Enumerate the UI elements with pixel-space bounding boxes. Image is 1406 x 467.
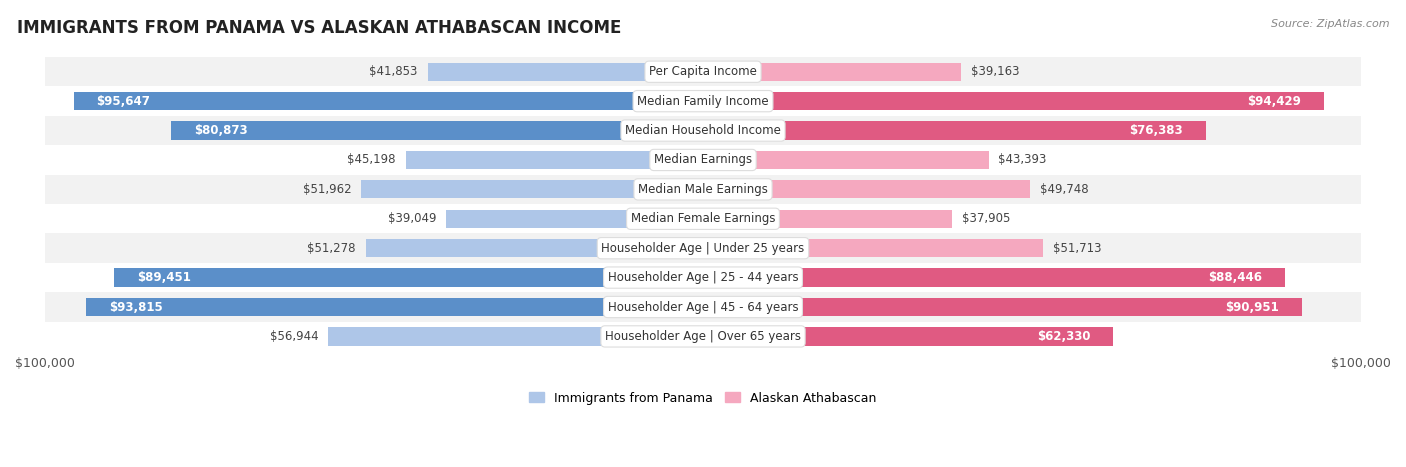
Text: Median Earnings: Median Earnings <box>654 154 752 166</box>
Text: $39,049: $39,049 <box>388 212 436 225</box>
Text: $51,962: $51,962 <box>302 183 352 196</box>
Bar <box>45 292 1361 322</box>
Text: Per Capita Income: Per Capita Income <box>650 65 756 78</box>
Text: Householder Age | Under 25 years: Householder Age | Under 25 years <box>602 242 804 255</box>
Bar <box>45 234 1361 263</box>
Text: $51,713: $51,713 <box>1053 242 1102 255</box>
Bar <box>45 204 1361 234</box>
Text: $49,748: $49,748 <box>1040 183 1088 196</box>
Bar <box>45 57 1361 86</box>
Bar <box>703 151 988 169</box>
Bar <box>361 180 703 198</box>
Text: $94,429: $94,429 <box>1247 95 1302 108</box>
Text: $56,944: $56,944 <box>270 330 318 343</box>
Bar <box>328 327 703 346</box>
Text: Median Male Earnings: Median Male Earnings <box>638 183 768 196</box>
Text: $89,451: $89,451 <box>138 271 191 284</box>
Bar <box>703 269 1285 287</box>
Text: $37,905: $37,905 <box>962 212 1011 225</box>
Bar <box>45 86 1361 116</box>
Bar <box>446 210 703 228</box>
Text: $62,330: $62,330 <box>1036 330 1090 343</box>
Text: Householder Age | 25 - 44 years: Householder Age | 25 - 44 years <box>607 271 799 284</box>
Bar <box>45 145 1361 175</box>
Bar <box>405 151 703 169</box>
Text: $51,278: $51,278 <box>307 242 356 255</box>
Text: Householder Age | 45 - 64 years: Householder Age | 45 - 64 years <box>607 300 799 313</box>
Text: Median Female Earnings: Median Female Earnings <box>631 212 775 225</box>
Bar <box>73 92 703 110</box>
Text: $95,647: $95,647 <box>97 95 150 108</box>
Legend: Immigrants from Panama, Alaskan Athabascan: Immigrants from Panama, Alaskan Athabasc… <box>524 387 882 410</box>
Bar <box>366 239 703 257</box>
Text: $43,393: $43,393 <box>998 154 1047 166</box>
Text: Median Household Income: Median Household Income <box>626 124 780 137</box>
Bar <box>703 180 1031 198</box>
Bar <box>703 239 1043 257</box>
Bar <box>703 327 1114 346</box>
Bar <box>703 121 1206 140</box>
Text: $45,198: $45,198 <box>347 154 395 166</box>
Text: $39,163: $39,163 <box>970 65 1019 78</box>
Bar <box>170 121 703 140</box>
Text: $90,951: $90,951 <box>1225 300 1278 313</box>
Bar <box>703 210 952 228</box>
Text: $76,383: $76,383 <box>1129 124 1182 137</box>
Text: Householder Age | Over 65 years: Householder Age | Over 65 years <box>605 330 801 343</box>
Bar <box>45 263 1361 292</box>
Bar <box>114 269 703 287</box>
Text: $41,853: $41,853 <box>370 65 418 78</box>
Bar <box>86 298 703 316</box>
Text: $80,873: $80,873 <box>194 124 247 137</box>
Bar <box>427 63 703 81</box>
Text: Source: ZipAtlas.com: Source: ZipAtlas.com <box>1271 19 1389 28</box>
Text: $88,446: $88,446 <box>1208 271 1263 284</box>
Text: $93,815: $93,815 <box>108 300 163 313</box>
Bar <box>45 322 1361 351</box>
Bar <box>45 116 1361 145</box>
Text: IMMIGRANTS FROM PANAMA VS ALASKAN ATHABASCAN INCOME: IMMIGRANTS FROM PANAMA VS ALASKAN ATHABA… <box>17 19 621 37</box>
Text: Median Family Income: Median Family Income <box>637 95 769 108</box>
Bar <box>703 63 960 81</box>
Bar <box>45 175 1361 204</box>
Bar <box>703 298 1302 316</box>
Bar <box>703 92 1324 110</box>
